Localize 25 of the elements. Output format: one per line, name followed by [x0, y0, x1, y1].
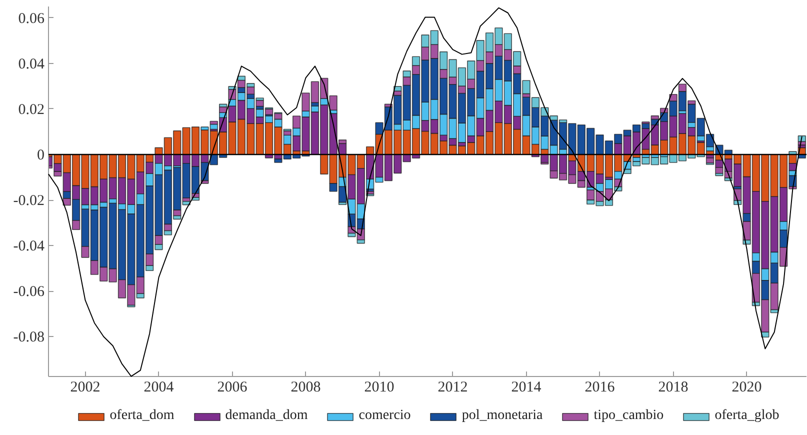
x-tick-label: 2012	[438, 380, 468, 396]
y-tick-label: -0.02	[13, 193, 45, 210]
x-tick-label: 2006	[217, 380, 248, 396]
y-tick-label: -0.06	[13, 284, 45, 300]
x-tick-label: 2002	[70, 380, 100, 396]
x-tick-label: 2008	[290, 380, 321, 396]
y-tick-label: -0.04	[13, 238, 45, 255]
legend-label: oferta_dom	[110, 408, 174, 424]
x-tick-label: 2020	[732, 380, 762, 396]
legend-label: demanda_dom	[225, 408, 308, 424]
x-tick-label: 2016	[584, 380, 616, 396]
y-tick-label: 0.04	[18, 56, 45, 72]
x-tick-label: 2004	[144, 380, 174, 396]
x-tick-label: 2014	[511, 380, 542, 396]
y-tick-label: 0.06	[18, 10, 45, 27]
x-tick-label: 2010	[364, 380, 394, 396]
legend-label: tipo_cambio	[594, 408, 664, 424]
legend-label: oferta_glob	[714, 408, 780, 424]
legend-label: comercio	[358, 408, 411, 424]
y-tick-label: -0.08	[13, 330, 45, 346]
y-tick-label: 0	[37, 148, 44, 164]
x-tick-label: 2018	[658, 380, 688, 396]
line-series	[48, 7, 802, 377]
y-tick-label: 0.02	[18, 102, 44, 118]
legend-label: pol_monetaria	[462, 408, 543, 424]
